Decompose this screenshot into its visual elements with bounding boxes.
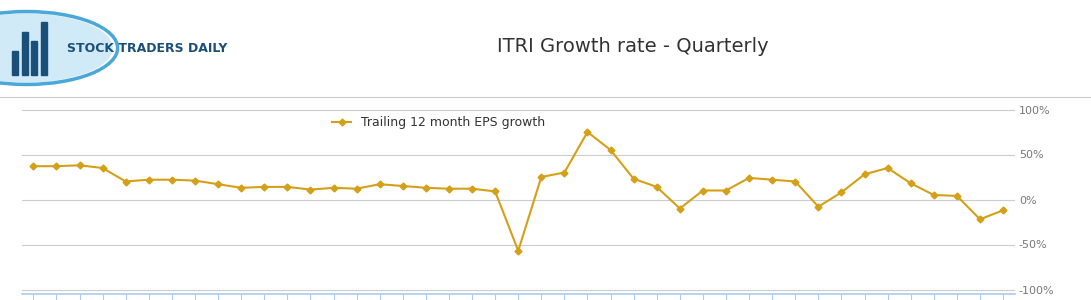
Trailing 12 month EPS growth	[973, 218, 986, 221]
Trailing 12 month EPS growth	[558, 171, 571, 174]
Trailing 12 month EPS growth	[304, 188, 317, 191]
Bar	[40, 22, 47, 75]
Bar	[32, 41, 37, 75]
Text: ITRI Growth rate - Quarterly: ITRI Growth rate - Quarterly	[497, 37, 768, 56]
Trailing 12 month EPS growth	[327, 186, 340, 190]
Trailing 12 month EPS growth	[580, 130, 594, 134]
Trailing 12 month EPS growth	[927, 193, 940, 197]
Trailing 12 month EPS growth	[789, 180, 802, 183]
Trailing 12 month EPS growth	[142, 178, 155, 181]
Trailing 12 month EPS growth	[189, 179, 202, 182]
Trailing 12 month EPS growth	[235, 186, 248, 190]
Trailing 12 month EPS growth	[280, 185, 293, 189]
Trailing 12 month EPS growth	[627, 177, 640, 181]
Trailing 12 month EPS growth	[166, 178, 179, 181]
Bar	[12, 51, 19, 75]
Trailing 12 month EPS growth	[50, 164, 63, 168]
Trailing 12 month EPS growth	[96, 166, 109, 170]
Trailing 12 month EPS growth	[812, 205, 825, 208]
Trailing 12 month EPS growth	[350, 187, 363, 190]
Trailing 12 month EPS growth	[73, 164, 86, 167]
Trailing 12 month EPS growth	[766, 178, 779, 181]
Trailing 12 month EPS growth	[443, 187, 456, 190]
Trailing 12 month EPS growth	[604, 148, 618, 152]
Trailing 12 month EPS growth	[882, 166, 895, 170]
Trailing 12 month EPS growth	[373, 182, 386, 186]
Trailing 12 month EPS growth	[419, 186, 432, 190]
Trailing 12 month EPS growth	[257, 185, 271, 189]
Trailing 12 month EPS growth	[743, 176, 756, 180]
Trailing 12 month EPS growth	[650, 185, 663, 189]
Trailing 12 month EPS growth	[858, 172, 871, 176]
Legend: Trailing 12 month EPS growth: Trailing 12 month EPS growth	[327, 111, 550, 134]
Trailing 12 month EPS growth	[904, 182, 918, 185]
Trailing 12 month EPS growth	[512, 249, 525, 253]
Trailing 12 month EPS growth	[212, 182, 225, 186]
Trailing 12 month EPS growth	[696, 189, 709, 192]
Text: STOCK TRADERS DAILY: STOCK TRADERS DAILY	[68, 41, 228, 55]
Trailing 12 month EPS growth	[535, 175, 548, 179]
Trailing 12 month EPS growth	[719, 189, 732, 192]
Trailing 12 month EPS growth	[673, 207, 686, 210]
Circle shape	[0, 14, 112, 83]
Trailing 12 month EPS growth	[489, 190, 502, 193]
Trailing 12 month EPS growth	[396, 184, 409, 188]
Line: Trailing 12 month EPS growth: Trailing 12 month EPS growth	[31, 130, 1006, 253]
Trailing 12 month EPS growth	[835, 190, 848, 194]
Trailing 12 month EPS growth	[466, 187, 479, 190]
Trailing 12 month EPS growth	[27, 164, 40, 168]
Trailing 12 month EPS growth	[950, 194, 963, 198]
Trailing 12 month EPS growth	[119, 180, 132, 183]
Bar	[22, 32, 27, 75]
Trailing 12 month EPS growth	[996, 208, 1009, 212]
